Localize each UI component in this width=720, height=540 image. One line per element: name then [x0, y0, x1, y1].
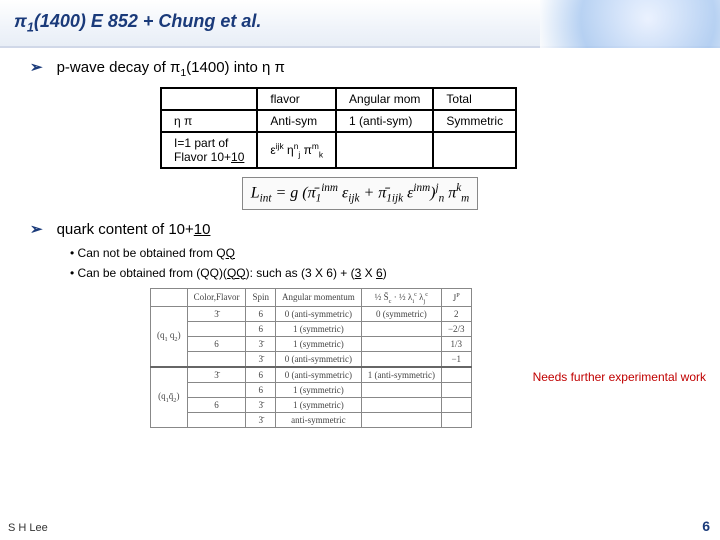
qt-g0-r2: 6 3̄ 1 (symmetric) 1/3 [151, 337, 472, 352]
flavor-table-row-0: η π Anti-sym 1 (anti-sym) Symmetric [161, 110, 516, 132]
bullet-2-text: quark content of 10+10 [57, 221, 211, 238]
bullet-arrow-icon: ➢ [30, 58, 43, 76]
qt-header: Color,Flavor Spin Angular momentum ½ S̄c… [151, 288, 472, 307]
slide-header: π1(1400) E 852 + Chung et al. [0, 0, 720, 48]
qt-g1-r2: 6 3̄ 1 (symmetric) [151, 398, 472, 413]
bullet-1: ➢ p-wave decay of π1(1400) into η π [30, 58, 690, 79]
qt-g0-r1: 6 1 (symmetric) −2/3 [151, 322, 472, 337]
flavor-table: flavor Angular mom Total η π Anti-sym 1 … [160, 87, 517, 169]
fth-3: Total [433, 88, 516, 110]
slide-title: π1(1400) E 852 + Chung et al. [14, 11, 261, 35]
bullet-arrow-icon: ➢ [30, 220, 43, 238]
fth-0 [161, 88, 257, 110]
bullet-1-text: p-wave decay of π1(1400) into η π [57, 59, 285, 79]
quantum-table: Color,Flavor Spin Angular momentum ½ S̄c… [150, 288, 472, 429]
qt-g0-r0: (q1 q2) 3̄ 6 0 (anti-symmetric) 0 (symme… [151, 307, 472, 322]
flavor-table-row-1: I=1 part ofFlavor 10+10 εijk ηnj πmk [161, 132, 516, 168]
header-decoration [540, 0, 720, 48]
footer-page-number: 6 [702, 518, 710, 534]
formula-row: Lint = g (π̄1inm εijk + π̄1ijk εinm)jn π… [30, 177, 690, 210]
fth-2: Angular mom [336, 88, 433, 110]
sub-bullet-1: • Can not be obtained from QQ [70, 246, 690, 260]
lagrangian-formula: Lint = g (π̄1inm εijk + π̄1ijk εinm)jn π… [242, 177, 479, 210]
sub-bullet-2: • Can be obtained from (QQ)(QQ): such as… [70, 266, 690, 280]
flavor-table-header-row: flavor Angular mom Total [161, 88, 516, 110]
footer-author: S H Lee [8, 522, 48, 534]
qt-g1-r1: 6 1 (symmetric) [151, 383, 472, 398]
qt-g0-r3: 3̄ 0 (anti-symmetric) −1 [151, 352, 472, 368]
fth-1: flavor [257, 88, 336, 110]
qt-g1-r0: (q1q̄2) 3̄ 6 0 (anti-symmetric) 1 (anti-… [151, 367, 472, 383]
bullet-2: ➢ quark content of 10+10 [30, 220, 690, 238]
qt-g1-r3: 3̄ anti-symmetric [151, 413, 472, 428]
note-text: Needs further experimental work [533, 370, 706, 384]
